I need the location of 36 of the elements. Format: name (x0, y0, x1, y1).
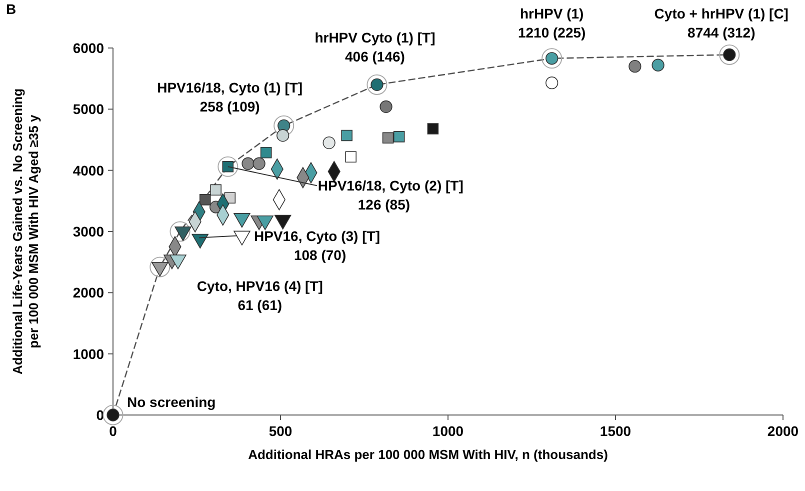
annotation: HPV16/18, Cyto (1) [T] 258 (109) (157, 80, 303, 115)
y-tick-label: 4000 (72, 162, 104, 178)
y-axis-title: Additional Life-Years Gained vs. No Screening per 100 000 MSM With HIV Aged ≥35 y (10, 88, 41, 375)
point (546, 76, 558, 90)
annotation: HPV16/18, Cyto (2) [T] 126 (85) (318, 178, 464, 213)
point (199, 194, 211, 206)
x-tick-label: 0 (109, 423, 118, 439)
point (628, 60, 642, 73)
chart-title: B (6, 1, 16, 17)
annotation: hrHPV (1) 1210 (225) (518, 5, 586, 40)
y-tick-label: 3000 (72, 224, 104, 240)
x-tick-label: 1500 (600, 423, 632, 439)
point (322, 136, 336, 150)
point (260, 146, 272, 158)
x-tick-label: 2000 (767, 423, 799, 439)
annotation: hrHPV Cyto (1) [T] 406 (146) (314, 30, 436, 65)
point (210, 184, 222, 196)
x-axis-title: Additional HRAs per 100 000 MSM With HIV, n (thousands) (248, 447, 608, 462)
point (252, 157, 266, 170)
y-tick-label: 6000 (72, 40, 104, 56)
point (345, 151, 356, 163)
annotation: Cyto + hrHPV (1) [C] 8744 (312) (654, 6, 788, 41)
point (242, 157, 254, 170)
x-tick-label: 500 (268, 423, 292, 439)
y-tick-label: 1000 (72, 346, 104, 362)
point (380, 100, 392, 114)
point (427, 123, 439, 134)
y-tick-label: 2000 (72, 284, 104, 301)
annotation: No screening (127, 394, 216, 410)
point (393, 131, 405, 142)
y-tick-label: 5000 (72, 101, 104, 118)
point (341, 130, 352, 142)
annotation: Cyto, HPV16 (4) [T] 61 (61) (196, 278, 323, 313)
x-tick-label: 1000 (432, 423, 464, 439)
point (276, 129, 290, 142)
annotation: HPV16, Cyto (3) [T] 108 (70) (254, 228, 380, 263)
